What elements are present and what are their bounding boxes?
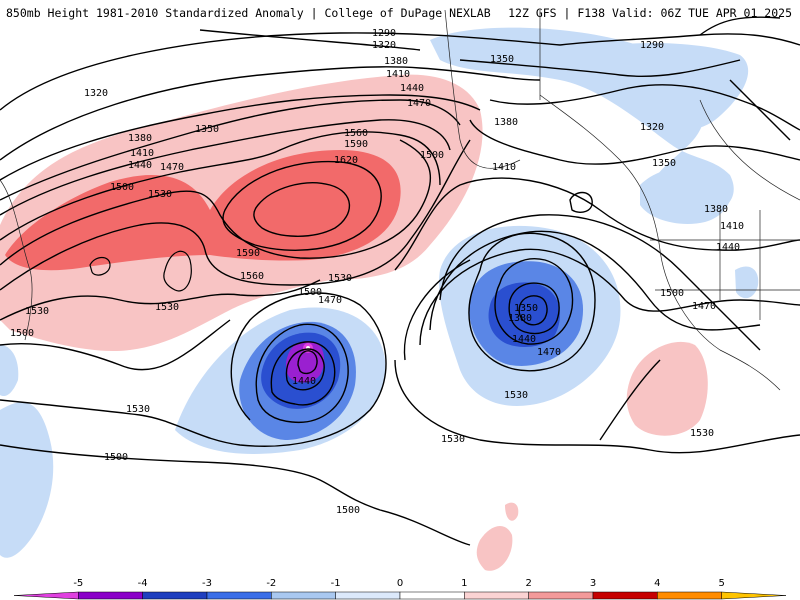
colorbar-tick-label: -5 [73, 578, 83, 589]
contour-label: 1590 [344, 139, 368, 150]
contour-label: 1440 [400, 83, 424, 94]
contour-label: 1410 [386, 69, 410, 80]
contour-label: 1380 [508, 313, 532, 324]
colorbar-tick-label: 5 [718, 578, 724, 589]
colorbar-tick-label: -1 [331, 578, 341, 589]
contour-label: 1380 [704, 204, 728, 215]
positive-anomaly-region-strong [5, 150, 401, 271]
contour-label: 1530 [328, 273, 352, 284]
colorbar-tick-label: -4 [138, 578, 148, 589]
contour-label: 1500 [298, 287, 322, 298]
contour-label: 1350 [514, 303, 538, 314]
contour-label: 1320 [372, 40, 396, 51]
contour-label: 1380 [494, 117, 518, 128]
model-run-label: 12Z GFS | F138 Valid: 06Z TUE APR 01 202… [508, 6, 792, 20]
contour-label: 1470 [318, 295, 342, 306]
contour-label: 1410 [720, 221, 744, 232]
contour-label: 1380 [384, 56, 408, 67]
contour-label: 1530 [690, 428, 714, 439]
colorbar-tick-label: -2 [266, 578, 276, 589]
contour-label: 1560 [344, 128, 368, 139]
contour-label: 1530 [148, 189, 172, 200]
contour-label: 1530 [25, 306, 49, 317]
contour-label: 1440 [716, 242, 740, 253]
contour-label: 1590 [236, 248, 260, 259]
contour-label: 1410 [130, 148, 154, 159]
contour-label: 1500 [420, 150, 444, 161]
colorbar-tick-label: -3 [202, 578, 212, 589]
colorbar-tick-label: 4 [654, 578, 660, 589]
positive-anomaly-east [626, 341, 708, 436]
contour-label: 1290 [372, 28, 396, 39]
contour-label: 1560 [240, 271, 264, 282]
contour-label: 1350 [652, 158, 676, 169]
colorbar-segment [464, 591, 529, 600]
contour-label: 1380 [128, 133, 152, 144]
colorbar-segment [271, 591, 336, 600]
contour-label: 1470 [692, 301, 716, 312]
colorbar-segment [592, 591, 658, 600]
colorbar-tick-label: 1 [461, 578, 467, 589]
contour-label: 1530 [504, 390, 528, 401]
contour-label: 1440 [512, 334, 536, 345]
contour-label: 1320 [640, 122, 664, 133]
colorbar-tick-label: 3 [590, 578, 596, 589]
colorbar-segment [335, 591, 401, 600]
colorbar: -5 -4 -3 -2 -1 0 1 2 3 4 5 [13, 578, 787, 600]
contour-label: 1350 [195, 124, 219, 135]
contour-label: 1320 [84, 88, 108, 99]
map-title: 850mb Height 1981-2010 Standardized Anom… [6, 6, 491, 20]
contour-label: 1530 [126, 404, 150, 415]
contour-label: 1350 [490, 54, 514, 65]
contour-label: 1290 [640, 40, 664, 51]
contour-label: 1500 [10, 328, 34, 339]
colorbar-tick-label: 2 [525, 578, 531, 589]
contour-label: 1620 [334, 155, 358, 166]
contour-label: 1470 [537, 347, 561, 358]
colorbar-tick-label: 0 [397, 578, 403, 589]
contour-labels: 1290 1320 1380 1410 1440 1470 1350 1290 … [10, 28, 744, 516]
colorbar-segment [399, 591, 465, 600]
contour-label: 1470 [407, 98, 431, 109]
contour-label: 1500 [336, 505, 360, 516]
colorbar-segment [142, 591, 208, 600]
colorbar-segment [206, 591, 272, 600]
contour-label: 1410 [492, 162, 516, 173]
colorbar-segment [13, 591, 79, 600]
contour-label: 1440 [292, 376, 316, 387]
colorbar-segment [528, 591, 594, 600]
contour-label: 1500 [110, 182, 134, 193]
contour-label: 1440 [128, 160, 152, 171]
colorbar-segment [721, 591, 787, 600]
contour-label: 1500 [104, 452, 128, 463]
contour-label: 1500 [660, 288, 684, 299]
colorbar-segment [78, 591, 143, 600]
contour-label: 1470 [160, 162, 184, 173]
colorbar-segment [657, 591, 722, 600]
contour-label: 1530 [155, 302, 179, 313]
contour-label: 1530 [441, 434, 465, 445]
